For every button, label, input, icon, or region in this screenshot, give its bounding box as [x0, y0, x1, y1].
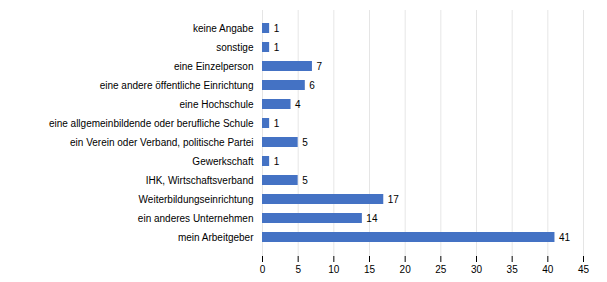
- svg-text:1: 1: [274, 118, 280, 129]
- svg-text:eine Hochschule: eine Hochschule: [180, 99, 254, 110]
- svg-text:6: 6: [309, 80, 315, 91]
- svg-text:5: 5: [302, 175, 308, 186]
- svg-text:40: 40: [542, 264, 554, 275]
- svg-text:25: 25: [435, 264, 447, 275]
- svg-text:4: 4: [295, 99, 301, 110]
- svg-text:1: 1: [274, 23, 280, 34]
- svg-text:0: 0: [260, 264, 266, 275]
- svg-text:15: 15: [364, 264, 376, 275]
- svg-text:5: 5: [302, 137, 308, 148]
- svg-text:ein Verein oder Verband, polit: ein Verein oder Verband, politische Part…: [70, 137, 253, 148]
- svg-text:45: 45: [578, 264, 590, 275]
- svg-text:41: 41: [559, 232, 571, 243]
- svg-text:sonstige: sonstige: [216, 42, 254, 53]
- svg-text:30: 30: [471, 264, 483, 275]
- svg-text:Weiterbildungseinrichtung: Weiterbildungseinrichtung: [139, 194, 254, 205]
- svg-text:Gewerkschaft: Gewerkschaft: [192, 156, 253, 167]
- svg-text:7: 7: [316, 61, 322, 72]
- svg-text:5: 5: [295, 264, 301, 275]
- svg-text:20: 20: [400, 264, 412, 275]
- svg-text:35: 35: [507, 264, 519, 275]
- svg-text:eine Einzelperson: eine Einzelperson: [174, 61, 254, 72]
- svg-text:1: 1: [274, 156, 280, 167]
- svg-text:1: 1: [274, 42, 280, 53]
- svg-text:IHK, Wirtschaftsverband: IHK, Wirtschaftsverband: [146, 175, 254, 186]
- svg-text:mein Arbeitgeber: mein Arbeitgeber: [178, 232, 254, 243]
- svg-text:eine allgemeinbildende oder be: eine allgemeinbildende oder berufliche S…: [49, 118, 254, 129]
- svg-text:eine andere öffentliche Einric: eine andere öffentliche Einrichtung: [100, 80, 254, 91]
- svg-text:10: 10: [328, 264, 340, 275]
- svg-text:ein anderes Unternehmen: ein anderes Unternehmen: [138, 213, 254, 224]
- svg-text:14: 14: [366, 213, 378, 224]
- svg-text:keine Angabe: keine Angabe: [193, 23, 254, 34]
- svg-text:17: 17: [388, 194, 400, 205]
